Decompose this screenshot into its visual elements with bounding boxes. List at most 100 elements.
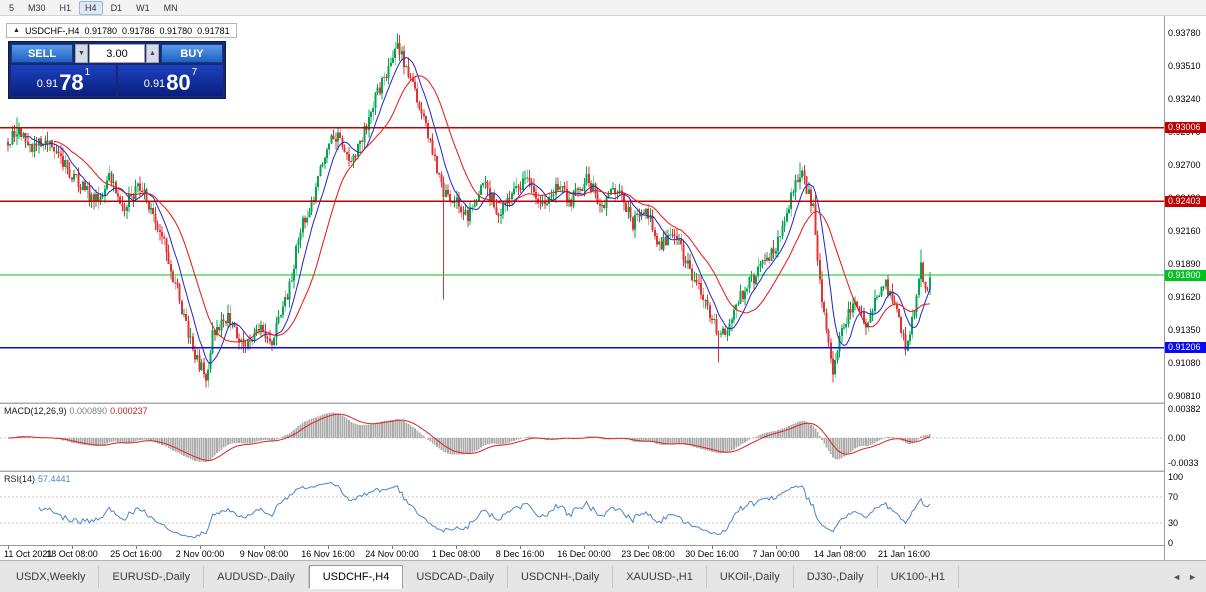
macd-value-main: 0.000890 (69, 406, 108, 416)
hline-price-label: 0.91800 (1165, 269, 1206, 281)
time-axis-label: 14 Jan 08:00 (813, 549, 867, 559)
buy-price-base: 0.91 (143, 78, 166, 90)
sell-price-base: 0.91 (36, 78, 59, 90)
rsi-name: RSI(14) (4, 474, 36, 484)
time-axis-label: 25 Oct 16:00 (110, 549, 162, 559)
chart-tab-audusd-daily[interactable]: AUDUSD-,Daily (204, 565, 309, 588)
rsi-scale-tick: 70 (1168, 491, 1179, 502)
time-tick-mark (328, 546, 329, 549)
sell-button[interactable]: SELL (11, 44, 73, 63)
time-tick-mark (648, 546, 649, 549)
price-scale-tick: 0.93510 (1168, 61, 1201, 71)
tab-bar: USDX,Weekly EURUSD-,Daily AUDUSD-,Daily USD… (0, 560, 1206, 592)
rsi-pane-canvas[interactable] (0, 472, 1164, 545)
time-axis-label: 2 Nov 00:00 (175, 549, 225, 559)
buy-price-sup: 7 (191, 67, 198, 78)
time-tick-mark (8, 546, 9, 549)
price-scale-tick: 0.91620 (1168, 292, 1201, 302)
tab-list: USDX,Weekly EURUSD-,Daily AUDUSD-,Daily USD… (3, 561, 960, 592)
chart-tab-ukoil-daily[interactable]: UKOil-,Daily (707, 565, 794, 588)
tab-scroll-left-icon[interactable]: ◄ (1172, 571, 1182, 582)
time-axis-label: 16 Dec 00:00 (557, 549, 611, 559)
rsi-indicator-label: RSI(14) 57.4441 (4, 474, 74, 484)
time-axis-label: 11 Oct 2021 (4, 549, 53, 559)
price-scale-tick: 0.90810 (1168, 391, 1201, 401)
time-tick-mark (584, 546, 585, 549)
collapse-panel-icon[interactable]: ▲ (13, 27, 20, 34)
time-axis-label: 23 Dec 08:00 (621, 549, 675, 559)
time-tick-mark (520, 546, 521, 549)
macd-name: MACD(12,26,9) (4, 406, 67, 416)
macd-scale-tick: -0.0033 (1168, 458, 1199, 469)
time-axis[interactable]: 11 Oct 2021 18 Oct 08:00 25 Oct 16:00 2 Nov… (0, 545, 1164, 560)
time-tick-mark (456, 546, 457, 549)
chart-info-bar: ▲ USDCHF-,H4 0.91780 0.91786 0.91780 0.9… (6, 23, 237, 38)
time-axis-label: 24 Nov 00:00 (365, 549, 419, 559)
chart-area: MACD(12,26,9) 0.000890 0.000237 RSI(14) 57.… (0, 16, 1164, 560)
time-axis-label: 21 Jan 16:00 (877, 549, 931, 559)
time-tick-mark (840, 546, 841, 549)
buy-price-display[interactable]: 0.91 80 7 (118, 65, 223, 96)
price-scale-tick: 0.93240 (1168, 94, 1201, 104)
sell-price-sup: 1 (84, 67, 91, 78)
timeframe-button-h4[interactable]: H4 (79, 0, 103, 15)
ohlc-low: 0.91780 (159, 25, 193, 36)
price-scale-tick: 0.92160 (1168, 226, 1201, 236)
time-tick-mark (904, 546, 905, 549)
price-axis[interactable]: 0.937800.935100.932400.929700.927000.924… (1164, 16, 1206, 560)
time-axis-label: 1 Dec 08:00 (431, 549, 481, 559)
volume-value[interactable]: 3.00 (89, 44, 145, 63)
price-scale-tick: 0.91890 (1168, 259, 1201, 269)
chart-tab-xauusd-h1[interactable]: XAUUSD-,H1 (613, 565, 707, 588)
price-scale-tick: 0.91350 (1168, 325, 1201, 335)
tab-scroll-right-icon[interactable]: ► (1188, 571, 1197, 582)
chart-tab-usdcad-daily[interactable]: USDCAD-,Daily (403, 565, 508, 588)
chart-tab-usdx-weekly[interactable]: USDX,Weekly (3, 565, 100, 588)
macd-scale-tick: 0.00382 (1168, 404, 1201, 414)
price-scale-tick: 0.93780 (1168, 28, 1201, 38)
time-axis-label: 16 Nov 16:00 (301, 549, 355, 559)
sell-price-big: 78 (59, 70, 84, 95)
sell-price-display[interactable]: 0.91 78 1 (11, 65, 116, 96)
rsi-scale-tick: 0 (1168, 538, 1174, 548)
chart-tab-usdchf-h4[interactable]: USDCHF-,H4 (308, 564, 404, 589)
chart-tab-usdcnh-daily[interactable]: USDCNH-,Daily (508, 565, 614, 588)
buy-button[interactable]: BUY (161, 44, 223, 63)
timeframe-toolbar: 5 M30 H1 H4 D1 W1 MN (0, 0, 1206, 16)
pane-separator[interactable] (0, 470, 1164, 472)
ohlc-high: 0.91786 (122, 25, 155, 36)
chart-tab-dj30-daily[interactable]: DJ30-,Daily (794, 565, 878, 588)
time-tick-mark (72, 546, 73, 549)
volume-up-icon[interactable]: ▲ (146, 44, 159, 63)
hline-price-label: 0.93006 (1165, 122, 1206, 134)
time-axis-label: 18 Oct 08:00 (46, 549, 98, 559)
timeframe-button-w1[interactable]: W1 (136, 2, 150, 13)
chart-tab-uk100-h1[interactable]: UK100-,H1 (878, 565, 960, 588)
time-tick-mark (136, 546, 137, 549)
rsi-value: 57.4441 (38, 474, 71, 484)
timeframe-button-d1[interactable]: D1 (110, 2, 123, 13)
timeframe-button-mn[interactable]: MN (163, 2, 178, 13)
time-tick-mark (200, 546, 201, 549)
timeframe-button-m30[interactable]: M30 (28, 2, 46, 13)
macd-indicator-label: MACD(12,26,9) 0.000890 0.000237 (4, 406, 151, 416)
time-axis-label: 8 Dec 16:00 (495, 549, 545, 559)
one-click-trading-panel: SELL ▼ 3.00 ▲ BUY 0.91 78 1 0.91 80 7 (8, 41, 226, 99)
main-chart-canvas[interactable] (0, 16, 1164, 402)
chart-symbol-period: USDCHF-,H4 (24, 25, 80, 36)
macd-pane-canvas[interactable] (0, 404, 1164, 470)
timeframe-button-5[interactable]: 5 (9, 2, 15, 13)
buy-price-big: 80 (166, 70, 191, 95)
tab-scroll: ◄ ► (1172, 572, 1206, 582)
macd-value-signal: 0.000237 (110, 406, 148, 416)
chart-tab-eurusd-daily[interactable]: EURUSD-,Daily (99, 565, 205, 588)
volume-down-icon[interactable]: ▼ (75, 44, 88, 63)
time-axis-label: 30 Dec 16:00 (685, 549, 739, 559)
pane-separator[interactable] (0, 402, 1164, 404)
price-scale-tick: 0.91080 (1168, 358, 1201, 368)
timeframe-button-h1[interactable]: H1 (59, 2, 72, 13)
time-axis-label: 9 Nov 08:00 (239, 549, 289, 559)
time-tick-mark (392, 546, 393, 549)
time-tick-mark (264, 546, 265, 549)
ohlc-close: 0.91781 (197, 25, 230, 36)
